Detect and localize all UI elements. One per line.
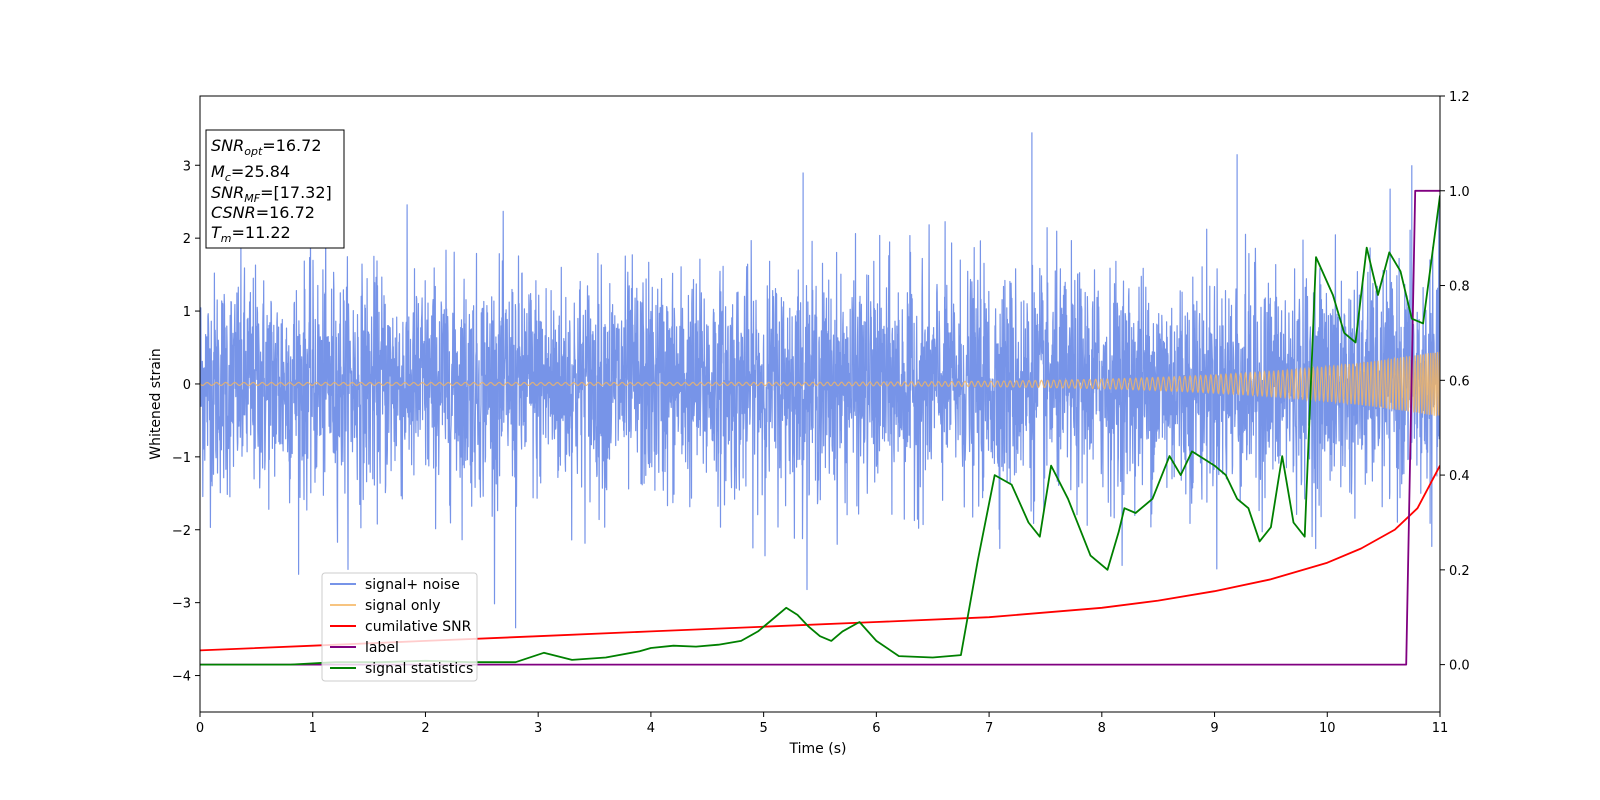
x-axis-ticks: 0 1 2 3 4 5 6 7 8 9 10 11 xyxy=(196,712,1448,736)
x-tick-label: 10 xyxy=(1319,721,1336,736)
y-tick-label: −3 xyxy=(172,597,191,612)
legend-entry: signal only xyxy=(365,598,440,614)
info-mc: Mc=25.84 xyxy=(211,162,290,184)
series-signal-plus-noise-line xyxy=(200,132,1440,629)
x-tick-label: 9 xyxy=(1210,721,1218,736)
y-tick-label: 0 xyxy=(183,378,191,393)
info-snr-opt: SNRopt=16.72 xyxy=(211,136,322,158)
series-cumulative-snr-line xyxy=(200,465,1440,652)
info-snr-mf: SNRMF=[17.32] xyxy=(211,183,332,205)
y2-tick-label: 1.0 xyxy=(1449,185,1470,200)
series-signal-only-line xyxy=(200,351,1440,417)
y-tick-label: −2 xyxy=(172,524,191,539)
plot-frame xyxy=(199,95,1441,713)
y-axis-label: Whitened strain xyxy=(148,348,164,459)
x-tick-label: 6 xyxy=(872,721,880,736)
info-box-frame xyxy=(205,129,345,249)
info-csnr: CSNR=16.72 xyxy=(211,203,315,222)
y2-tick-label: 0.2 xyxy=(1449,564,1470,579)
info-tm: Tm=11.22 xyxy=(211,223,291,245)
x-tick-label: 5 xyxy=(759,721,767,736)
x-axis-label: Time (s) xyxy=(789,741,847,757)
legend-entry: label xyxy=(365,640,399,656)
legend-entry: signal statistics xyxy=(365,661,473,677)
y-axis-ticks: −4 −3 −2 −1 0 1 2 3 xyxy=(172,159,200,685)
x-tick-label: 3 xyxy=(534,721,542,736)
legend-frame xyxy=(321,572,478,682)
x-tick-label: 8 xyxy=(1098,721,1106,736)
y-tick-label: −1 xyxy=(172,451,191,466)
y-tick-label: 3 xyxy=(183,159,191,174)
series-signal-statistics-line xyxy=(200,195,1440,666)
x-tick-label: 4 xyxy=(647,721,655,736)
x-tick-label: 0 xyxy=(196,721,204,736)
info-box: SNRopt=16.72 Mc=25.84 SNRMF=[17.32] CSNR… xyxy=(205,129,345,249)
y2-axis-ticks: 0.0 0.2 0.4 0.6 0.8 1.0 1.2 xyxy=(1440,90,1470,674)
legend-entry: cumilative SNR xyxy=(365,619,472,635)
y2-tick-label: 0.0 xyxy=(1449,659,1470,674)
y2-tick-label: 0.8 xyxy=(1449,280,1470,295)
y2-tick-label: 0.4 xyxy=(1449,469,1470,484)
plot-data-layer xyxy=(200,132,1440,666)
x-tick-label: 2 xyxy=(421,721,429,736)
y-tick-label: −4 xyxy=(172,670,191,685)
legend-entry: signal+ noise xyxy=(365,577,460,593)
x-tick-label: 11 xyxy=(1432,721,1449,736)
x-tick-label: 7 xyxy=(985,721,993,736)
x-tick-label: 1 xyxy=(309,721,317,736)
legend: signal+ noise signal only cumilative SNR la… xyxy=(321,572,478,682)
y2-tick-label: 0.6 xyxy=(1449,374,1470,389)
y-tick-label: 1 xyxy=(183,305,191,320)
series-label-line xyxy=(200,189,1440,666)
y-tick-label: 2 xyxy=(183,232,191,247)
y2-tick-label: 1.2 xyxy=(1449,90,1470,105)
